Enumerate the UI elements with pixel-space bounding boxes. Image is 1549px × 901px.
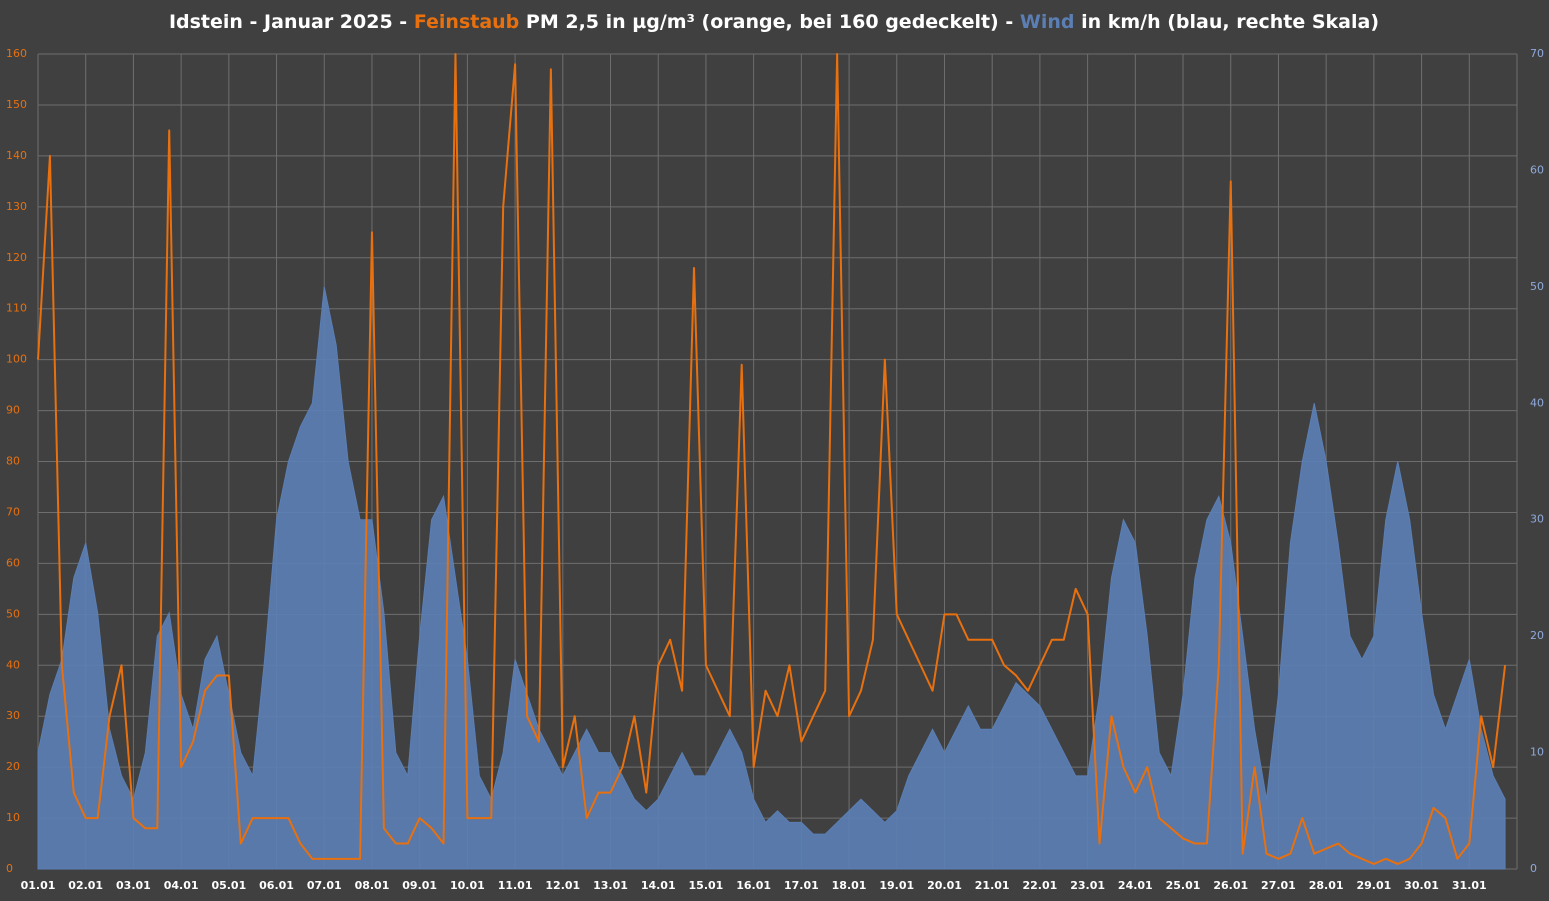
x-tick-label: 27.01 — [1261, 879, 1296, 892]
y-tick-label: 30 — [6, 709, 20, 722]
y-tick-label: 110 — [6, 302, 27, 315]
y-tick-label: 80 — [6, 455, 20, 468]
title-part: Wind — [1020, 11, 1075, 33]
x-tick-label: 01.01 — [21, 879, 56, 892]
x-tick-label: 24.01 — [1118, 879, 1153, 892]
x-tick-label: 13.01 — [593, 879, 628, 892]
title-part: in km/h (blau, rechte Skala) — [1074, 11, 1379, 33]
x-tick-label: 15.01 — [689, 879, 724, 892]
title-part: Feinstaub — [414, 11, 519, 33]
wind-area — [37, 286, 1506, 870]
x-tick-label: 26.01 — [1213, 879, 1248, 892]
x-tick-label: 06.01 — [259, 879, 294, 892]
x-tick-label: 17.01 — [784, 879, 819, 892]
y2-tick-label: 0 — [1530, 862, 1537, 875]
pm-line — [37, 53, 1507, 865]
y-tick-label: 90 — [6, 404, 20, 417]
y2-tick-label: 20 — [1530, 629, 1544, 642]
y-tick-label: 50 — [6, 607, 20, 620]
x-tick-label: 03.01 — [116, 879, 151, 892]
x-tick-label: 18.01 — [832, 879, 867, 892]
y-tick-label: 150 — [6, 98, 27, 111]
y2-tick-label: 30 — [1530, 513, 1544, 526]
y2-tick-label: 70 — [1530, 47, 1544, 60]
x-tick-label: 28.01 — [1309, 879, 1344, 892]
x-tick-label: 04.01 — [164, 879, 199, 892]
y-tick-label: 140 — [6, 149, 27, 162]
x-tick-label: 07.01 — [307, 879, 342, 892]
y-tick-label: 10 — [6, 811, 20, 824]
y-tick-label: 0 — [6, 862, 13, 875]
y2-tick-label: 50 — [1530, 280, 1544, 293]
x-tick-label: 08.01 — [355, 879, 390, 892]
y-tick-label: 100 — [6, 353, 27, 366]
x-tick-label: 23.01 — [1070, 879, 1105, 892]
y2-tick-label: 10 — [1530, 746, 1544, 759]
y-tick-label: 20 — [6, 760, 20, 773]
x-tick-label: 19.01 — [879, 879, 914, 892]
y-tick-label: 40 — [6, 658, 20, 671]
x-tick-label: 22.01 — [1023, 879, 1058, 892]
x-tick-label: 30.01 — [1404, 879, 1439, 892]
y-tick-label: 160 — [6, 47, 27, 60]
x-tick-label: 14.01 — [641, 879, 676, 892]
x-tick-label: 11.01 — [498, 879, 533, 892]
x-tick-label: 02.01 — [68, 879, 103, 892]
chart-title: Idstein - Januar 2025 - Feinstaub PM 2,5… — [169, 11, 1379, 33]
y-tick-label: 120 — [6, 251, 27, 264]
y2-tick-label: 60 — [1530, 163, 1544, 176]
y-tick-label: 130 — [6, 200, 27, 213]
x-tick-label: 10.01 — [450, 879, 485, 892]
y-tick-label: 60 — [6, 556, 20, 569]
title-part: Idstein - Januar 2025 - — [169, 11, 414, 33]
x-tick-label: 29.01 — [1356, 879, 1391, 892]
x-tick-label: 25.01 — [1166, 879, 1201, 892]
x-tick-label: 20.01 — [927, 879, 962, 892]
x-tick-label: 05.01 — [211, 879, 246, 892]
x-tick-label: 21.01 — [975, 879, 1010, 892]
y-tick-label: 70 — [6, 505, 20, 518]
x-tick-label: 31.01 — [1452, 879, 1487, 892]
x-tick-label: 09.01 — [402, 879, 437, 892]
y2-tick-label: 40 — [1530, 396, 1544, 409]
x-tick-label: 12.01 — [545, 879, 580, 892]
x-tick-label: 16.01 — [736, 879, 771, 892]
title-part: PM 2,5 in µg/m³ (orange, bei 160 gedecke… — [519, 11, 1020, 33]
